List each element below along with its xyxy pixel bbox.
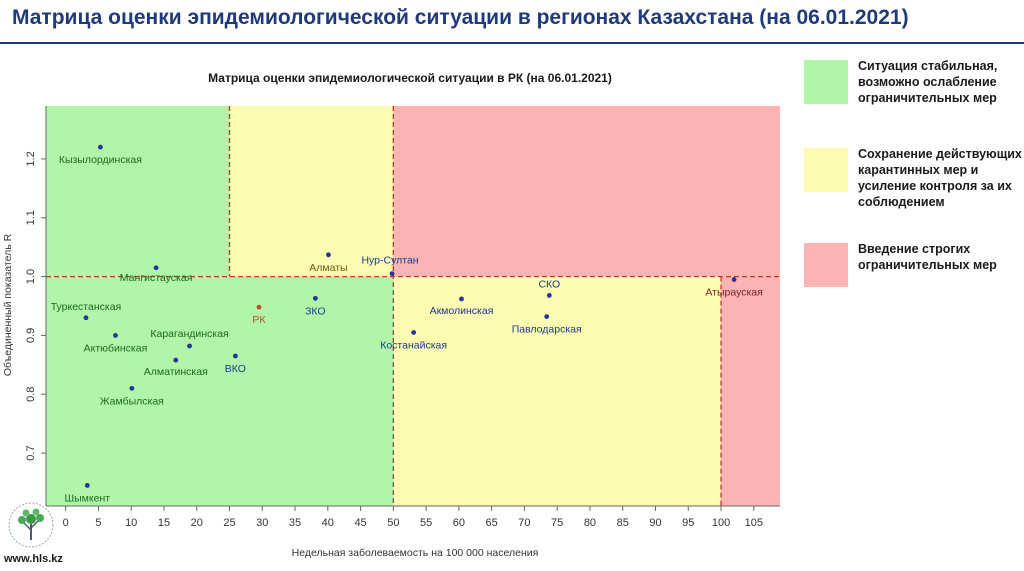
x-tick-label-10: 10 xyxy=(125,517,137,529)
x-tick-label-75: 75 xyxy=(551,517,563,529)
zone-rect-5 xyxy=(721,276,780,506)
y-tick-label-0: 0.7 xyxy=(25,445,37,460)
zone-rect-1 xyxy=(46,106,230,277)
data-point-8 xyxy=(256,304,262,310)
x-tick-label-65: 65 xyxy=(486,517,498,529)
data-point-1 xyxy=(153,265,159,271)
title-divider xyxy=(0,42,1024,44)
data-point-label-12: Нур-Султан xyxy=(361,255,418,267)
data-point-4 xyxy=(187,343,192,349)
y-axis-label: Объединенный показатель R xyxy=(2,233,14,376)
data-point-label-7: Шымкент xyxy=(65,492,111,504)
data-point-7 xyxy=(84,483,90,488)
x-tick-label-60: 60 xyxy=(453,517,465,529)
data-point-5 xyxy=(173,357,179,363)
risk-zones xyxy=(46,106,780,506)
legend-swatch-green xyxy=(804,60,848,104)
x-tick-label-20: 20 xyxy=(191,517,203,529)
data-point-3 xyxy=(113,333,118,338)
legend-swatch-red xyxy=(804,243,848,287)
x-tick-label-95: 95 xyxy=(682,517,694,529)
threshold-lines xyxy=(46,106,780,506)
data-point-6 xyxy=(129,385,135,391)
data-point-16 xyxy=(544,314,550,319)
x-tick-label-40: 40 xyxy=(322,517,334,529)
x-axis-label: Недельная заболеваемость на 100 000 насе… xyxy=(292,547,539,559)
data-point-14 xyxy=(459,296,464,302)
data-point-label-14: Акмолинская xyxy=(430,305,494,317)
y-tick-label-4: 1.1 xyxy=(25,210,37,225)
data-point-label-11: Алматы xyxy=(309,262,347,274)
data-point-15 xyxy=(546,293,552,298)
hls-logo xyxy=(8,502,54,548)
data-point-11 xyxy=(326,252,331,258)
data-point-label-10: ЗКО xyxy=(305,305,326,317)
data-point-label-8: РК xyxy=(252,314,266,326)
x-tick-label-45: 45 xyxy=(354,517,366,529)
x-tick-label-5: 5 xyxy=(95,517,101,529)
y-tick-label-1: 0.8 xyxy=(25,387,37,402)
x-tick-label-55: 55 xyxy=(420,517,432,529)
legend-item-strict: Введение строгих ограничительных мер xyxy=(804,242,1024,287)
zone-rect-2 xyxy=(229,106,394,277)
x-tick-label-70: 70 xyxy=(518,517,530,529)
data-point-label-1: Мангистауская xyxy=(120,272,193,284)
zone-rect-4 xyxy=(393,106,780,277)
data-points: Кызылординская Мангистауская Туркестанская… xyxy=(51,144,763,504)
legend-item-stable: Ситуация стабильная, возможно ослабление… xyxy=(804,59,1024,105)
data-point-2 xyxy=(83,315,89,321)
legend-label-maintain: Сохранение действующих карантинных мер и… xyxy=(858,147,1022,209)
x-tick-label-30: 30 xyxy=(256,517,268,529)
data-point-label-3: Актюбинская xyxy=(84,342,148,354)
x-tick-label-25: 25 xyxy=(223,517,235,529)
legend-item-maintain: Сохранение действующих карантинных мер и… xyxy=(804,147,1024,209)
data-point-10 xyxy=(312,295,318,301)
data-point-label-17: Атырауская xyxy=(705,287,762,299)
data-point-label-4: Карагандинская xyxy=(150,328,228,340)
data-point-0 xyxy=(97,144,103,150)
slide-title: Матрица оценки эпидемиологической ситуац… xyxy=(12,6,909,29)
x-tick-label-85: 85 xyxy=(617,517,629,529)
data-point-12 xyxy=(389,271,395,277)
x-tick-label-0: 0 xyxy=(63,517,69,529)
legend-label-strict: Введение строгих ограничительных мер xyxy=(858,242,997,272)
legend-label-stable: Ситуация стабильная, возможно ослабление… xyxy=(858,59,998,105)
data-point-label-2: Туркестанская xyxy=(51,301,122,313)
scatter-chart: Матрица оценки эпидемиологической ситуац… xyxy=(2,71,780,559)
x-tick-label-90: 90 xyxy=(649,517,661,529)
x-tick-label-35: 35 xyxy=(289,517,301,529)
chart-title: Матрица оценки эпидемиологической ситуац… xyxy=(208,71,612,85)
data-point-label-9: ВКО xyxy=(225,363,246,375)
x-tick-label-15: 15 xyxy=(158,517,170,529)
site-url: www.hls.kz xyxy=(4,553,63,565)
zone-rect-0 xyxy=(46,276,394,506)
y-tick-label-3: 1.0 xyxy=(25,269,37,284)
data-point-label-16: Павлодарская xyxy=(512,324,582,336)
y-tick-label-5: 1.2 xyxy=(25,151,37,166)
data-point-label-15: СКО xyxy=(538,278,560,290)
x-tick-label-50: 50 xyxy=(387,517,399,529)
data-point-label-0: Кызылординская xyxy=(59,154,142,166)
data-point-label-13: Костанайская xyxy=(380,339,447,351)
data-point-9 xyxy=(232,353,238,359)
x-tick-label-105: 105 xyxy=(745,517,763,529)
data-point-label-5: Алматинская xyxy=(144,366,208,378)
data-point-17 xyxy=(731,277,737,282)
x-tick-label-80: 80 xyxy=(584,517,596,529)
legend-swatch-yellow xyxy=(804,148,848,192)
zone-rect-3 xyxy=(393,276,722,506)
data-point-label-6: Жамбылская xyxy=(100,395,164,407)
chart-axes: 0 5 10 15 20 25 30 35 40 45 50 55 60 65 70 75 80 85 90 95 10… xyxy=(25,106,780,529)
x-tick-label-100: 100 xyxy=(712,517,730,529)
y-tick-label-2: 0.9 xyxy=(25,328,37,343)
data-point-13 xyxy=(411,330,417,335)
